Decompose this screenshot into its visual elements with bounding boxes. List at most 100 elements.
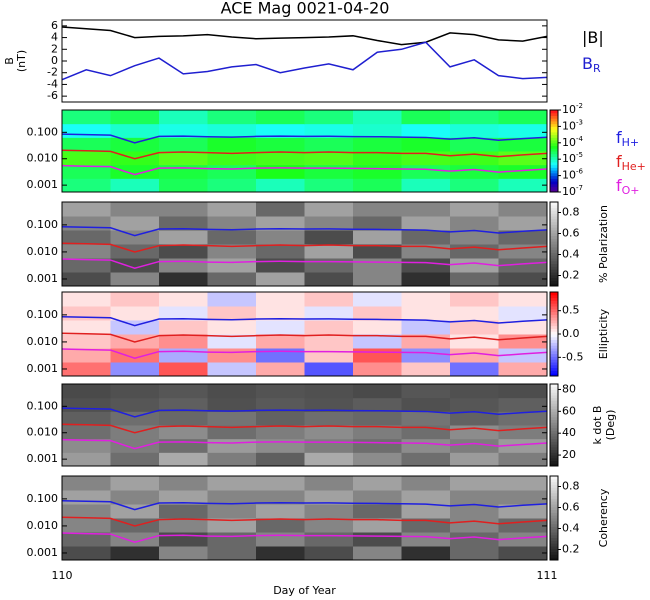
spectrogram-cell xyxy=(207,425,257,440)
spectrogram-cell xyxy=(62,272,111,287)
frequency-line xyxy=(61,438,548,450)
spectrogram-cell xyxy=(256,518,305,533)
colorbar-step xyxy=(550,153,558,157)
colorbar-step xyxy=(550,427,558,431)
spectrogram-cell xyxy=(159,348,208,363)
spectrogram-cell xyxy=(256,546,305,561)
colorbar-step xyxy=(550,506,558,511)
frequency-line xyxy=(61,242,548,253)
colorbar-step xyxy=(550,269,558,273)
spectrogram-cell xyxy=(159,546,208,561)
colorbar-step xyxy=(550,230,558,234)
colorbar-step xyxy=(550,342,558,346)
spectrogram-cell xyxy=(304,411,354,426)
colorbar-step xyxy=(550,543,558,547)
colorbar-step xyxy=(550,221,558,225)
colorbar-tick-label: -0.5 xyxy=(562,350,583,363)
spectrogram-cell xyxy=(207,272,257,287)
colorbar-tick-label: 60 xyxy=(562,404,576,417)
colorbar-step xyxy=(550,110,558,114)
spectrogram-cell xyxy=(207,306,257,321)
spectrogram-cell xyxy=(110,123,160,138)
spectrogram-cell xyxy=(62,411,111,426)
colorbar-tick-exponent: -7 xyxy=(576,184,583,192)
spectrogram-cell xyxy=(110,490,160,505)
colorbar-step xyxy=(550,311,558,315)
colorbar-step xyxy=(550,258,558,262)
colorbar-step xyxy=(550,320,558,324)
spectrogram-cell xyxy=(207,230,257,245)
spectrogram-cell xyxy=(304,292,354,307)
spectrogram-cell xyxy=(498,397,548,412)
colorbar-step xyxy=(550,389,558,393)
spectrogram-cell xyxy=(498,230,548,245)
frequency-line xyxy=(61,516,548,527)
spectrogram-cell xyxy=(256,490,305,505)
spectrogram-cell xyxy=(353,411,402,426)
colorbar-step xyxy=(550,386,558,390)
colorbar-step xyxy=(550,170,558,174)
colorbar-step xyxy=(550,498,558,502)
spectrogram-cell xyxy=(159,320,208,335)
chart-title: ACE Mag 0021-04-20 xyxy=(221,0,390,18)
colorbar-tick-label: 0.2 xyxy=(562,269,580,282)
colorbar-step xyxy=(550,156,558,160)
spectrogram-cell xyxy=(353,334,402,349)
spectrogram-cell xyxy=(110,532,160,547)
spectrogram-cell xyxy=(256,306,305,321)
spectrogram-cell xyxy=(62,546,111,561)
frequency-line xyxy=(61,226,548,237)
colorbar-step xyxy=(550,277,558,281)
spectrogram-cell xyxy=(401,178,451,193)
y-tick-label: 0.100 xyxy=(27,308,59,321)
colorbar-step xyxy=(550,403,558,407)
colorbar-step xyxy=(550,202,558,206)
spectrogram-cell xyxy=(353,178,402,193)
colorbar-step xyxy=(550,353,558,357)
colorbar-step xyxy=(550,419,558,423)
colorbar-step xyxy=(550,452,558,456)
colorbar-step xyxy=(550,183,558,188)
spectrogram-cell xyxy=(256,151,305,166)
spectrogram-cell xyxy=(110,178,160,193)
spectrogram-cell xyxy=(110,137,160,152)
colorbar-step xyxy=(550,159,558,163)
y-tick-label: 0.010 xyxy=(27,426,59,439)
spectrogram-cell xyxy=(304,137,354,152)
spectrogram-cell xyxy=(304,272,354,287)
colorbar-step xyxy=(550,492,558,497)
spectrogram-cell xyxy=(207,216,257,231)
spectrogram-cell xyxy=(450,202,499,217)
plot-frame xyxy=(61,109,548,193)
colorbar-step xyxy=(550,345,558,349)
colorbar-step xyxy=(550,164,558,168)
spectrogram-cell xyxy=(207,151,257,166)
colorbar-tick-label: 0.6 xyxy=(562,227,580,240)
y-tick-label: 0.100 xyxy=(27,399,59,412)
spectrogram-cell xyxy=(304,151,354,166)
spectrogram-cell xyxy=(62,334,111,349)
spectrogram-cell xyxy=(450,292,499,307)
spectrogram-cell xyxy=(401,164,451,179)
spectrogram-cell xyxy=(256,476,305,491)
spectrogram-cell xyxy=(304,164,354,179)
spectrogram-cell xyxy=(353,292,402,307)
colorbar-step xyxy=(550,300,558,304)
spectrogram-cell xyxy=(450,216,499,231)
colorbar-step xyxy=(550,446,558,451)
frequency-line xyxy=(61,500,548,511)
spectrogram-cell xyxy=(498,110,548,125)
spectrogram-cell xyxy=(62,110,111,125)
colorbar-step xyxy=(550,460,558,464)
spectrogram-cell xyxy=(159,164,208,179)
spectrogram-cell xyxy=(110,348,160,363)
spectrogram-cell xyxy=(498,490,548,505)
spectrogram-cell xyxy=(353,230,402,245)
spectrogram-cell xyxy=(401,546,451,561)
colorbar-step xyxy=(550,140,558,144)
spectrogram-cell xyxy=(159,306,208,321)
colorbar-step xyxy=(550,325,558,329)
spectrogram-cell xyxy=(159,216,208,231)
spectrogram-cell xyxy=(62,320,111,335)
spectrogram-cell xyxy=(110,216,160,231)
